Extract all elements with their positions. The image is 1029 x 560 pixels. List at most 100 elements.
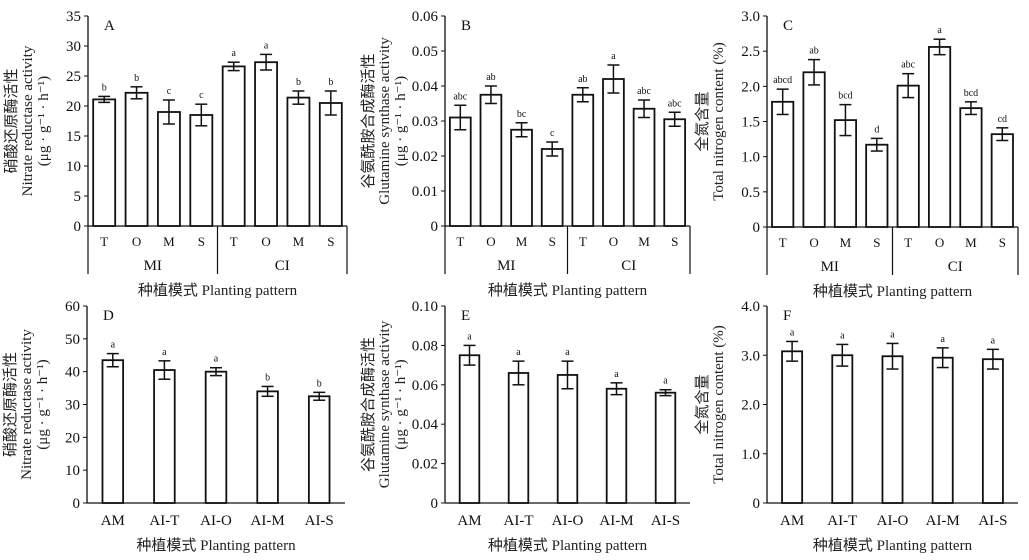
y-tick-label: 35 [66, 9, 81, 25]
panel-b: 0 0.01 0.02 0.03 0.04 0.05 0.06 B 谷氨酰胺合成酶活性 Gluta… [360, 9, 691, 299]
bar [157, 111, 181, 227]
significance-letter: b [134, 73, 139, 84]
x-tick-label: S [671, 234, 678, 249]
x-axis-label: 种植模式 Planting pattern [813, 537, 973, 554]
significance-letter: a [231, 48, 236, 59]
y-tick-label: 0.05 [412, 44, 438, 60]
bar [771, 100, 795, 228]
panel-c: 0 0.5 1.0 1.5 2.0 2.5 3.0 C 全氮含量 Total nitrogen c… [693, 9, 1019, 300]
significance-letter: b [102, 82, 107, 93]
x-tick-label: O [486, 234, 495, 249]
significance-letter: a [467, 331, 472, 342]
significance-letter: c [550, 128, 555, 139]
significance-letter: b [317, 378, 322, 389]
x-axis-label: 种植模式 Planting pattern [488, 537, 648, 554]
y-tick-label: 0 [431, 219, 439, 235]
y-tick-label: 0.03 [412, 114, 438, 130]
y-tick-label: 0.06 [412, 9, 439, 25]
x-tick-label: O [132, 234, 141, 249]
significance-letter: a [663, 376, 668, 387]
group-label: MI [144, 258, 162, 274]
x-axis-label: 种植模式 Planting pattern [136, 537, 296, 554]
group-label: CI [948, 259, 963, 275]
y-axis-label: (μg · g⁻¹ · h⁻¹) [35, 359, 51, 449]
x-tick-label: S [549, 234, 556, 249]
y-axis-label: 全氮含量 [693, 91, 711, 151]
x-tick-label: AI-T [149, 513, 179, 529]
x-tick-label: M [516, 234, 528, 249]
y-tick-label: 0.06 [412, 378, 439, 394]
bar [221, 65, 246, 227]
y-axis-label: 硝酸还原酶活性 [2, 352, 19, 457]
bar [896, 84, 920, 228]
bar [781, 350, 804, 504]
bar [124, 91, 149, 227]
x-tick-label: T [579, 234, 587, 249]
bar [990, 133, 1014, 228]
bar [479, 93, 503, 227]
y-tick-label: 0 [431, 496, 439, 512]
x-tick-label: AM [457, 513, 481, 529]
y-tick-label: 0 [73, 496, 81, 512]
x-tick-label: AI-S [305, 513, 334, 529]
group-label: CI [621, 258, 636, 274]
significance-letter: cd [998, 114, 1007, 125]
significance-letter: b [265, 372, 270, 383]
significance-letter: b [296, 77, 301, 88]
y-axis-label: 谷氨酰胺合成酶活性 [360, 53, 377, 188]
x-tick-label: S [999, 235, 1006, 250]
significance-letter: a [565, 347, 570, 358]
significance-letter: ab [578, 74, 587, 85]
y-tick-label: 15 [66, 129, 81, 145]
significance-letter: a [111, 340, 116, 351]
bar [92, 98, 117, 227]
y-tick-label: 1.0 [741, 150, 760, 166]
group-label: MI [821, 259, 839, 275]
panel-f: 0 1.0 2.0 3.0 4.0 F 全氮含量 Total nitrogen content… [693, 299, 1018, 554]
y-tick-label: 25 [66, 69, 81, 85]
panel-a: 0 5 10 15 20 25 30 35 A 硝酸还原酶活性 Nitrate reductase … [3, 9, 348, 299]
y-tick-label: 0 [753, 496, 761, 512]
y-tick-label: 0.01 [412, 184, 438, 200]
bar [663, 118, 687, 227]
panel-label: F [783, 308, 791, 324]
significance-letter: a [611, 51, 616, 62]
significance-letter: b [328, 77, 333, 88]
y-tick-label: 2.0 [741, 79, 760, 95]
bar [540, 148, 564, 227]
panel-label: B [461, 18, 471, 34]
significance-letter: bcd [964, 88, 978, 99]
significance-letter: abc [901, 60, 915, 71]
group-label: MI [497, 258, 515, 274]
y-tick-label: 0.02 [412, 457, 438, 473]
bar [101, 359, 125, 504]
significance-letter: a [516, 347, 521, 358]
significance-letter: a [162, 347, 167, 358]
significance-letter: a [991, 335, 996, 346]
x-tick-label: T [904, 235, 912, 250]
y-tick-label: 0.08 [412, 338, 438, 354]
y-tick-label: 4.0 [741, 299, 760, 315]
bar [981, 358, 1004, 504]
x-tick-label: O [261, 234, 270, 249]
y-tick-label: 30 [65, 398, 80, 414]
bar [307, 395, 331, 504]
significance-letter: ab [809, 46, 818, 57]
bar [153, 369, 176, 504]
y-tick-label: 40 [65, 365, 80, 381]
panel-label: A [104, 18, 115, 34]
y-tick-label: 0.02 [412, 149, 438, 165]
y-tick-label: 3.0 [741, 348, 760, 364]
significance-letter: bcd [838, 91, 852, 102]
y-tick-label: 50 [65, 332, 80, 348]
bar [571, 93, 595, 227]
significance-letter: abc [637, 86, 651, 97]
y-tick-label: 0.04 [412, 79, 439, 95]
y-tick-label: 0 [753, 220, 761, 236]
bar [448, 116, 472, 227]
bar [318, 102, 343, 227]
y-axis-label: Glutamine synthase activity [377, 320, 393, 488]
bar [931, 356, 954, 504]
y-tick-label: 20 [65, 430, 80, 446]
